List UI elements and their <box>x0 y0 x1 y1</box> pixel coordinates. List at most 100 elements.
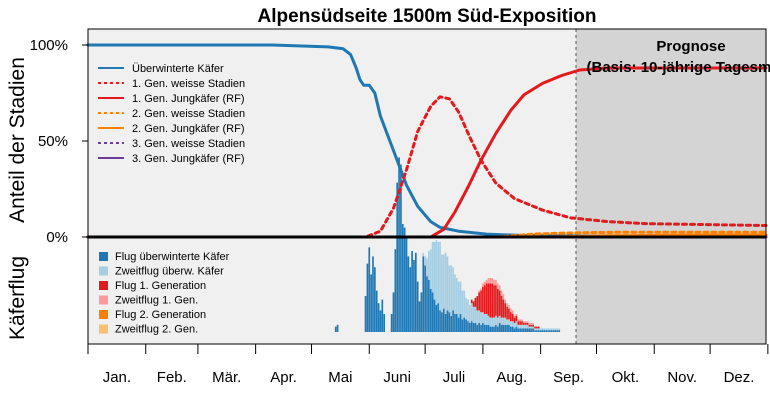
flight-bar-flug-ueberwintert <box>381 299 384 332</box>
flight-bar-flug-ueberwintert <box>543 330 546 332</box>
flight-bar-flug-gen1 <box>506 306 508 320</box>
flight-bar-zweitflug-gen1 <box>515 314 518 316</box>
flight-bar-zweitflug-gen1 <box>487 278 490 284</box>
flight-bar-zweitflug-ueberwintert <box>521 324 523 329</box>
flight-bar-flug-ueberwintert <box>463 317 466 332</box>
flight-bar-flug-ueberwintert <box>418 301 421 332</box>
flight-bar-zweitflug-ueberwintert <box>433 242 436 300</box>
flight-bar-zweitflug-ueberwintert <box>450 265 453 316</box>
flight-bar-flug-gen1 <box>519 321 521 325</box>
flight-bar-flug-gen1 <box>513 317 516 323</box>
flight-bar-zweitflug-ueberwintert <box>543 328 546 331</box>
flight-bar-zweitflug-ueberwintert <box>545 328 548 331</box>
flight-bar-flug-ueberwintert <box>411 251 413 332</box>
series-line-1-gen-weisse-stadien <box>86 95 768 239</box>
flight-bar-flug-ueberwintert <box>554 330 557 332</box>
flight-bar-flug-ueberwintert <box>435 305 438 332</box>
flight-bars <box>334 157 561 332</box>
flight-bar-flug-ueberwintert <box>487 324 490 332</box>
flight-bar-zweitflug-ueberwintert <box>552 328 555 331</box>
flight-bar-zweitflug-ueberwintert <box>517 324 520 329</box>
flight-bar-flug-ueberwintert <box>530 328 533 332</box>
flight-bar-flug-ueberwintert <box>439 310 441 332</box>
flight-bar-zweitflug-ueberwintert <box>502 317 505 325</box>
flight-bar-zweitflug-ueberwintert <box>487 315 490 325</box>
flight-bar-flug-ueberwintert <box>366 263 369 332</box>
x-tick-label: Mai <box>328 369 352 386</box>
flight-bar-zweitflug-ueberwintert <box>550 328 553 331</box>
x-tick-label: Okt. <box>612 369 640 386</box>
flight-bar-zweitflug-ueberwintert <box>452 267 454 311</box>
flight-bar-zweitflug-ueberwintert <box>485 314 488 325</box>
flight-bar-zweitflug-ueberwintert <box>435 240 438 305</box>
flight-bar-flug-ueberwintert <box>465 319 467 332</box>
legend-swatch <box>99 266 108 276</box>
flight-bar-flug-ueberwintert <box>414 252 417 332</box>
flight-bar-flug-gen1 <box>524 323 527 325</box>
forecast-region <box>575 29 766 344</box>
legend-swatch <box>99 252 108 261</box>
flight-bar-zweitflug-ueberwintert <box>469 305 471 323</box>
flight-bar-flug-ueberwintert <box>377 303 380 332</box>
flight-bar-flug-gen1 <box>504 303 507 318</box>
flight-bar-zweitflug-ueberwintert <box>459 281 462 314</box>
x-tick-label: Jan. <box>103 369 131 386</box>
x-tick-label: Dez. <box>724 369 755 386</box>
y-tick-label: 100% <box>30 37 68 54</box>
flight-bar-zweitflug-ueberwintert <box>496 317 499 327</box>
flight-bar-flug-ueberwintert <box>550 330 553 332</box>
flight-bar-flug-ueberwintert <box>394 249 397 332</box>
flight-bar-flug-ueberwintert <box>534 330 536 332</box>
flight-bar-flug-gen1 <box>470 299 473 304</box>
x-tick-label: Apr. <box>270 369 297 386</box>
flight-bar-zweitflug-gen1 <box>480 288 482 291</box>
flight-bar-flug-gen1 <box>511 314 514 322</box>
flight-bar-flug-ueberwintert <box>420 292 423 332</box>
flight-bar-flug-ueberwintert <box>476 324 479 332</box>
flight-bar-zweitflug-ueberwintert <box>478 310 480 323</box>
flight-bar-zweitflug-ueberwintert <box>532 326 535 329</box>
flight-bar-zweitflug-ueberwintert <box>519 324 521 329</box>
flight-bar-flug-gen1 <box>523 323 525 325</box>
flight-bar-flug-ueberwintert <box>364 296 367 332</box>
flight-bar-flug-ueberwintert <box>524 328 527 332</box>
flight-bar-flug-ueberwintert <box>491 326 494 332</box>
flight-bar-zweitflug-ueberwintert <box>439 242 441 311</box>
legend-label: Flug überwinterte Käfer <box>115 251 230 263</box>
flight-bar-zweitflug-ueberwintert <box>511 321 514 327</box>
flight-bar-flug-ueberwintert <box>334 326 337 332</box>
legend-flight: Flug überwinterte Käfer Zweitflug überw. … <box>99 251 230 336</box>
flight-bar-zweitflug-ueberwintert <box>493 317 495 327</box>
flight-bar-flug-ueberwintert <box>454 314 456 332</box>
flight-bar-zweitflug-gen1 <box>485 279 488 284</box>
flight-bar-flug-gen1 <box>502 299 505 318</box>
flight-bar-flug-gen1 <box>495 285 497 316</box>
flight-bar-flug-ueberwintert <box>383 314 385 332</box>
flight-bar-flug-ueberwintert <box>483 324 486 332</box>
flight-bar-flug-ueberwintert <box>409 267 412 332</box>
flight-bar-flug-ueberwintert <box>407 256 410 332</box>
flight-bar-flug-ueberwintert <box>517 328 520 332</box>
flight-bar-flug-ueberwintert <box>457 317 460 332</box>
flight-bar-flug-ueberwintert <box>526 328 529 332</box>
flight-bar-zweitflug-gen1 <box>523 321 525 323</box>
forecast-title: Prognose <box>656 38 725 55</box>
flight-bar-zweitflug-ueberwintert <box>441 254 443 313</box>
flight-bar-zweitflug-gen1 <box>513 315 516 318</box>
x-tick-label: Feb. <box>157 369 187 386</box>
flight-bar-zweitflug-gen1 <box>509 308 512 313</box>
flight-bar-flug-gen1 <box>483 285 486 314</box>
flight-bar-flug-gen1 <box>489 283 492 318</box>
flight-bar-flug-gen1 <box>496 288 499 318</box>
flight-bar-zweitflug-gen1 <box>506 303 508 307</box>
flight-bar-zweitflug-ueberwintert <box>513 323 516 329</box>
flight-bar-zweitflug-ueberwintert <box>530 326 533 329</box>
flight-bar-zweitflug-gen1 <box>526 321 529 323</box>
flight-bar-zweitflug-ueberwintert <box>506 319 508 325</box>
flight-bar-flug-ueberwintert <box>508 324 510 332</box>
series-line--berwinterte-k-fer <box>86 43 768 239</box>
flight-bar-zweitflug-ueberwintert <box>508 319 510 325</box>
legend-label: 3. Gen. Jungkäfer (RF) <box>132 153 245 165</box>
flight-bar-zweitflug-ueberwintert <box>448 265 451 313</box>
flight-bar-zweitflug-gen1 <box>524 321 527 323</box>
